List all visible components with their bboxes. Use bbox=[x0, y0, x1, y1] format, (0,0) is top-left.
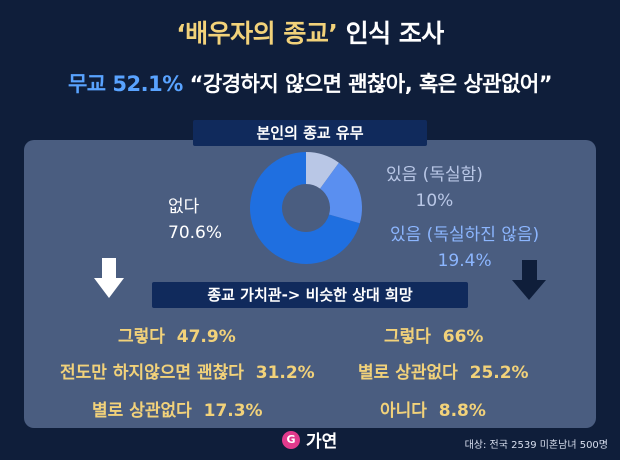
pie-slice-devout bbox=[306, 152, 339, 189]
pie-label-devout-text: 있음 (독실함) bbox=[386, 165, 483, 185]
pie-label-none-text: 없다 bbox=[168, 197, 200, 217]
pie-slice-none bbox=[249, 152, 360, 264]
stat-right-3-value: 8.8% bbox=[438, 401, 486, 421]
pie-label-not-devout-value: 19.4% bbox=[437, 251, 492, 271]
stat-left-2-label: 전도만 하지않으면 괜찮다 bbox=[60, 363, 244, 383]
page-subtitle: 무교 52.1% “강경하지 않으면 괜찮아, 혹은 상관없어” bbox=[0, 68, 620, 98]
stat-right-2: 별로 상관없다 25.2% bbox=[358, 358, 529, 383]
pie-label-none: 없다 70.6% bbox=[168, 194, 248, 246]
pie-slice-not-devout bbox=[320, 162, 362, 224]
stat-right-1-label: 그렇다 bbox=[384, 327, 431, 347]
arrow-down-left-icon bbox=[94, 258, 124, 298]
pie-label-devout: 있음 (독실함) 10% bbox=[386, 162, 483, 214]
stat-right-2-label: 별로 상관없다 bbox=[358, 363, 458, 383]
stat-left-1-label: 그렇다 bbox=[118, 327, 165, 347]
stat-right-1: 그렇다 66% bbox=[384, 322, 483, 347]
title-highlight: ‘배우자의 종교’ bbox=[176, 19, 338, 48]
arrow-down-right-icon bbox=[512, 260, 546, 300]
page-title: ‘배우자의 종교’ 인식 조사 bbox=[0, 14, 620, 50]
stat-right-1-value: 66% bbox=[442, 327, 484, 347]
stat-right-3-label: 아니다 bbox=[380, 401, 427, 421]
subtitle-rest: “강경하지 않으면 괜찮아, 혹은 상관없어” bbox=[182, 72, 553, 96]
stat-left-2: 전도만 하지않으면 괜찮다 31.2% bbox=[60, 358, 315, 383]
section1-label: 본인의 종교 유무 bbox=[193, 120, 427, 146]
survey-note: 대상: 전국 2539 미혼남녀 500명 bbox=[464, 440, 608, 451]
stat-left-2-value: 31.2% bbox=[255, 363, 315, 383]
brand: G 가연 bbox=[282, 427, 337, 452]
pie-label-not-devout-text: 있음 (독실하진 않음) bbox=[390, 225, 540, 245]
pie-label-devout-value: 10% bbox=[415, 191, 454, 211]
stat-left-3: 별로 상관없다 17.3% bbox=[92, 396, 263, 421]
brand-name: 가연 bbox=[306, 432, 338, 452]
subtitle-highlight: 무교 52.1% bbox=[67, 72, 183, 96]
stat-right-3: 아니다 8.8% bbox=[380, 396, 486, 421]
stat-right-2-value: 25.2% bbox=[469, 363, 529, 383]
title-rest: 인식 조사 bbox=[337, 19, 445, 48]
pie-label-not-devout: 있음 (독실하진 않음) 19.4% bbox=[390, 222, 539, 274]
stat-left-1-value: 47.9% bbox=[176, 327, 236, 347]
section2-label: 종교 가치관-> 비슷한 상대 희망 bbox=[152, 282, 468, 308]
stat-left-3-value: 17.3% bbox=[203, 401, 263, 421]
brand-logo-icon: G bbox=[282, 430, 300, 449]
stat-left-3-label: 별로 상관없다 bbox=[92, 401, 192, 421]
pie-label-none-value: 70.6% bbox=[168, 223, 223, 243]
stat-left-1: 그렇다 47.9% bbox=[118, 322, 236, 347]
